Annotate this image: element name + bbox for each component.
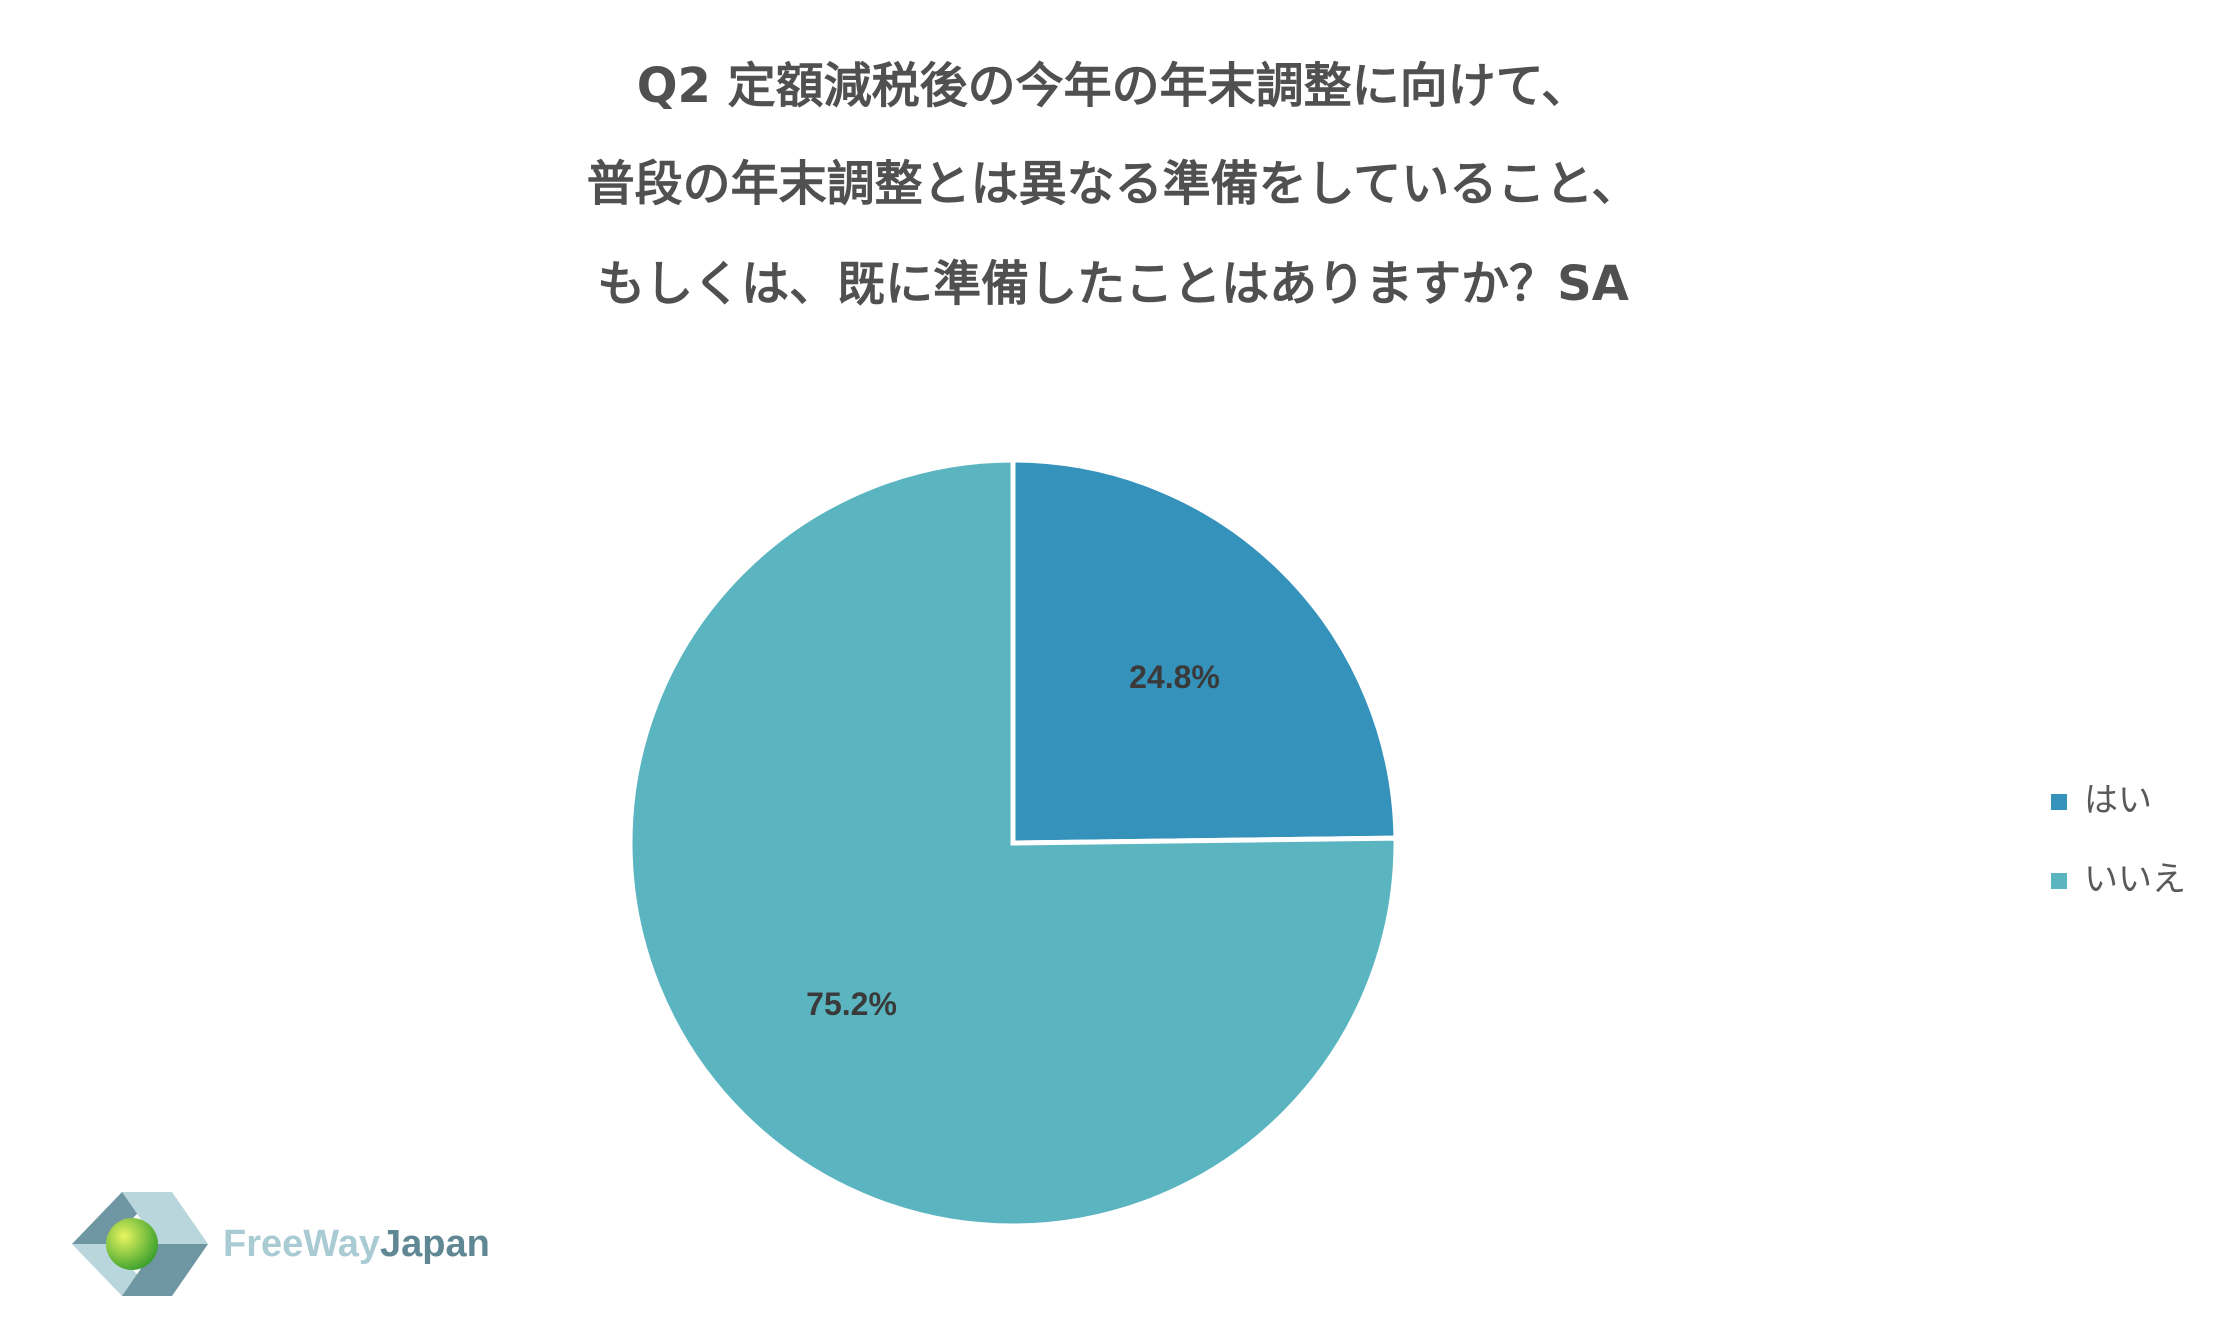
chart-title: Q2 定額減税後の今年の年末調整に向けて、	[637, 58, 1590, 114]
logo-shape	[122, 1244, 208, 1296]
logo-text: FreeWay	[223, 1223, 380, 1265]
logo-ball	[106, 1218, 158, 1270]
logo-text: Japan	[380, 1223, 490, 1265]
logo-shape	[122, 1192, 208, 1244]
pie-slice	[627, 457, 1399, 1229]
svg-text:FreeWayJapan: FreeWayJapan	[223, 1223, 490, 1265]
legend-marker	[2051, 873, 2067, 889]
legend-label: いいえ	[2084, 860, 2186, 900]
legend-label: はい	[2084, 781, 2152, 821]
value-label: 75.2%	[806, 986, 897, 1022]
chart-title: もしくは、既に準備したことはありますか？SA	[597, 256, 1629, 312]
legend-marker	[2051, 794, 2067, 810]
value-label: 24.8%	[1129, 659, 1220, 695]
chart-title: 普段の年末調整とは異なる準備をしていること、	[587, 156, 1640, 212]
logo: FreeWayJapan	[72, 1192, 490, 1296]
pie-slice	[1010, 457, 1399, 846]
